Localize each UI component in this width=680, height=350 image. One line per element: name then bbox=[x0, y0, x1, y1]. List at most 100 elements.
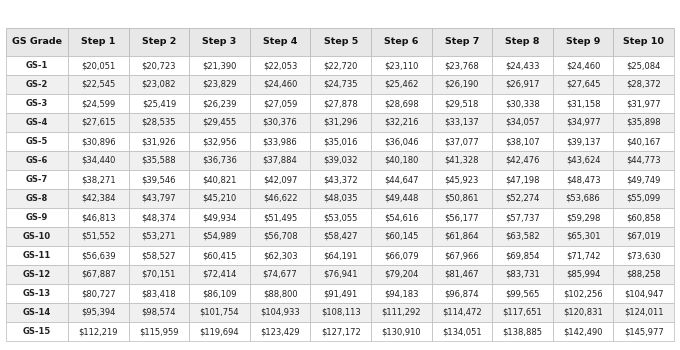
Text: $30,338: $30,338 bbox=[505, 99, 540, 108]
Bar bbox=[613, 227, 674, 246]
Text: $24,599: $24,599 bbox=[81, 99, 116, 108]
Bar bbox=[371, 170, 432, 189]
Text: $124,011: $124,011 bbox=[624, 308, 664, 317]
Text: $85,994: $85,994 bbox=[566, 270, 600, 279]
Bar bbox=[432, 189, 492, 208]
Text: Step 9: Step 9 bbox=[566, 37, 600, 47]
Text: $27,059: $27,059 bbox=[263, 99, 297, 108]
Bar bbox=[613, 28, 674, 56]
Text: $37,884: $37,884 bbox=[262, 156, 297, 165]
Text: $127,172: $127,172 bbox=[321, 327, 360, 336]
Bar bbox=[250, 56, 310, 75]
Bar bbox=[432, 227, 492, 246]
Bar bbox=[250, 246, 310, 265]
Bar bbox=[250, 322, 310, 341]
Bar bbox=[553, 208, 613, 227]
Text: $86,109: $86,109 bbox=[202, 289, 237, 298]
Bar bbox=[371, 75, 432, 94]
Text: $104,933: $104,933 bbox=[260, 308, 300, 317]
Bar bbox=[189, 303, 250, 322]
Text: $26,239: $26,239 bbox=[202, 99, 237, 108]
Bar bbox=[371, 322, 432, 341]
Bar bbox=[250, 208, 310, 227]
Text: GS-5: GS-5 bbox=[26, 137, 48, 146]
Bar bbox=[492, 227, 553, 246]
Text: $94,183: $94,183 bbox=[384, 289, 419, 298]
Bar bbox=[310, 227, 371, 246]
Bar bbox=[250, 227, 310, 246]
Text: $48,473: $48,473 bbox=[566, 175, 600, 184]
Text: $96,874: $96,874 bbox=[445, 289, 479, 298]
Bar bbox=[189, 265, 250, 284]
Bar bbox=[68, 189, 129, 208]
Bar bbox=[68, 94, 129, 113]
Text: $40,167: $40,167 bbox=[626, 137, 661, 146]
Bar bbox=[129, 94, 189, 113]
Bar bbox=[613, 208, 674, 227]
Bar bbox=[310, 284, 371, 303]
Text: $24,460: $24,460 bbox=[566, 61, 600, 70]
Bar bbox=[189, 246, 250, 265]
Bar bbox=[310, 132, 371, 151]
Text: $25,084: $25,084 bbox=[626, 61, 661, 70]
Bar bbox=[310, 151, 371, 170]
Bar bbox=[553, 246, 613, 265]
Text: GS-7: GS-7 bbox=[26, 175, 48, 184]
Text: $49,749: $49,749 bbox=[626, 175, 661, 184]
Text: $28,372: $28,372 bbox=[626, 80, 661, 89]
Text: $123,429: $123,429 bbox=[260, 327, 300, 336]
Text: GS-10: GS-10 bbox=[23, 232, 51, 241]
Text: $64,191: $64,191 bbox=[324, 251, 358, 260]
Text: GS-11: GS-11 bbox=[23, 251, 51, 260]
Text: $46,813: $46,813 bbox=[81, 213, 116, 222]
Bar bbox=[432, 170, 492, 189]
Bar bbox=[432, 94, 492, 113]
Bar bbox=[492, 284, 553, 303]
Text: Step 3: Step 3 bbox=[203, 37, 237, 47]
Text: $22,053: $22,053 bbox=[263, 61, 297, 70]
Text: $72,414: $72,414 bbox=[203, 270, 237, 279]
Bar bbox=[432, 246, 492, 265]
Text: $45,210: $45,210 bbox=[203, 194, 237, 203]
Bar bbox=[613, 303, 674, 322]
Bar bbox=[553, 75, 613, 94]
Bar bbox=[492, 94, 553, 113]
Text: $55,099: $55,099 bbox=[626, 194, 661, 203]
Bar bbox=[432, 113, 492, 132]
Bar bbox=[189, 284, 250, 303]
Text: $40,821: $40,821 bbox=[203, 175, 237, 184]
Bar bbox=[310, 303, 371, 322]
Bar bbox=[189, 322, 250, 341]
Bar bbox=[250, 75, 310, 94]
Bar bbox=[310, 265, 371, 284]
Text: $44,647: $44,647 bbox=[384, 175, 419, 184]
Text: $49,448: $49,448 bbox=[384, 194, 418, 203]
Text: $33,986: $33,986 bbox=[262, 137, 297, 146]
Text: Step 8: Step 8 bbox=[505, 37, 540, 47]
Text: $138,885: $138,885 bbox=[503, 327, 543, 336]
Text: $74,677: $74,677 bbox=[262, 270, 297, 279]
Text: $58,427: $58,427 bbox=[324, 232, 358, 241]
Text: $38,107: $38,107 bbox=[505, 137, 540, 146]
Text: $23,829: $23,829 bbox=[202, 80, 237, 89]
Bar bbox=[189, 132, 250, 151]
Text: $61,864: $61,864 bbox=[445, 232, 479, 241]
Text: GS-2: GS-2 bbox=[26, 80, 48, 89]
Bar bbox=[371, 303, 432, 322]
Text: $43,624: $43,624 bbox=[566, 156, 600, 165]
Bar bbox=[310, 56, 371, 75]
Text: $63,582: $63,582 bbox=[505, 232, 540, 241]
Text: $24,433: $24,433 bbox=[505, 61, 540, 70]
Bar bbox=[250, 28, 310, 56]
Bar bbox=[310, 208, 371, 227]
Text: $88,800: $88,800 bbox=[262, 289, 297, 298]
Bar bbox=[68, 75, 129, 94]
Bar bbox=[129, 113, 189, 132]
Bar bbox=[6, 75, 68, 94]
Text: $27,645: $27,645 bbox=[566, 80, 600, 89]
Text: $53,686: $53,686 bbox=[566, 194, 600, 203]
Text: $22,720: $22,720 bbox=[324, 61, 358, 70]
Text: $62,303: $62,303 bbox=[262, 251, 297, 260]
Bar bbox=[6, 170, 68, 189]
Bar bbox=[310, 113, 371, 132]
